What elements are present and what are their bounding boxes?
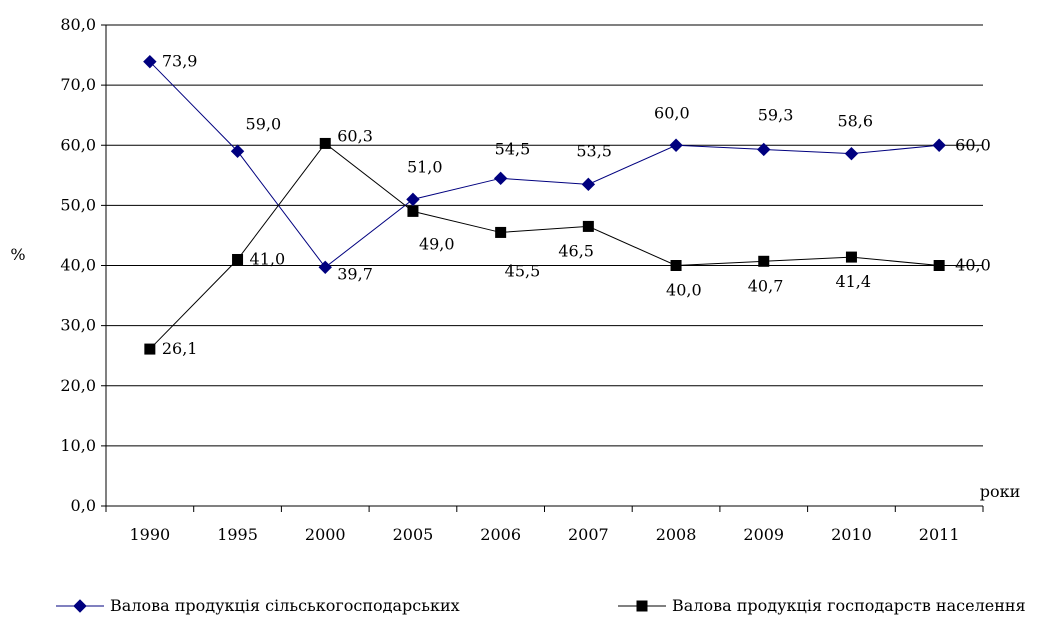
series-line xyxy=(149,142,940,350)
x-tick-label: 2008 xyxy=(656,525,697,544)
series-group xyxy=(144,137,945,355)
axes: 0,0 10,0 20,0 30,0 40,0 50,0 60,0 70,0 80,0 1990 1… xyxy=(60,15,984,544)
data-label: 60,0 xyxy=(654,103,690,122)
x-axis-title: роки xyxy=(980,482,1021,501)
data-label: 46,5 xyxy=(558,241,594,260)
diamond-marker xyxy=(143,54,157,69)
y-tick-label: 10,0 xyxy=(60,436,96,455)
x-tick-label: 1995 xyxy=(217,525,258,544)
diamond-marker xyxy=(230,144,245,158)
series xyxy=(143,54,946,355)
square-marker xyxy=(758,255,770,267)
y-tick-label: 50,0 xyxy=(60,195,96,214)
square-marker xyxy=(670,260,682,271)
square-marker xyxy=(407,205,419,217)
diamond-marker xyxy=(493,171,508,186)
square-marker xyxy=(845,251,857,263)
y-axis-title: % xyxy=(10,245,25,264)
data-label: 51,0 xyxy=(407,157,443,176)
data-label: 53,5 xyxy=(576,141,612,160)
square-marker xyxy=(582,220,594,232)
square-marker xyxy=(933,260,945,271)
y-tick-label: 80,0 xyxy=(60,15,96,34)
x-tick-label: 1990 xyxy=(129,525,170,544)
diamond-marker xyxy=(844,146,859,161)
x-tick-label: 2005 xyxy=(393,525,434,544)
diamond-marker xyxy=(406,192,420,207)
legend-label: Валова продукція господарств населення xyxy=(672,596,1026,615)
x-tick-label: 2011 xyxy=(919,525,960,544)
y-tick-label: 60,0 xyxy=(60,135,96,154)
y-tick-label: 0,0 xyxy=(71,496,96,515)
data-label: 60,0 xyxy=(955,135,991,154)
square-marker xyxy=(319,137,331,149)
data-label: 49,0 xyxy=(419,234,455,253)
square-marker xyxy=(144,343,156,355)
diamond-marker xyxy=(318,260,332,275)
series-group xyxy=(143,54,946,275)
data-label: 40,0 xyxy=(955,256,991,275)
y-tick-label: 70,0 xyxy=(60,75,96,94)
data-labels: 73,9 59,0 39,7 51,0 54,5 53,5 60,0 59,3 58,6 60,0… xyxy=(162,52,991,358)
square-marker xyxy=(232,253,244,265)
x-tick-label: 2000 xyxy=(305,525,346,544)
y-tick-label: 20,0 xyxy=(60,376,96,395)
data-label: 40,7 xyxy=(748,276,784,295)
legend-square-icon xyxy=(636,600,648,612)
diamond-marker xyxy=(669,138,683,152)
gridlines xyxy=(106,24,983,447)
legend-diamond-icon xyxy=(73,599,87,613)
diamond-marker xyxy=(932,138,946,152)
x-tick-label: 2010 xyxy=(831,525,872,544)
data-label: 60,3 xyxy=(337,126,373,145)
data-label: 45,5 xyxy=(505,261,541,280)
data-label: 39,7 xyxy=(337,264,373,283)
diamond-marker xyxy=(757,142,771,157)
legend-label: Валова продукція сільськогосподарських xyxy=(110,596,460,615)
series-line xyxy=(149,61,940,269)
data-label: 54,5 xyxy=(495,139,531,158)
data-label: 41,4 xyxy=(835,272,871,291)
y-tick-label: 40,0 xyxy=(60,256,96,275)
x-tick-label: 2009 xyxy=(743,525,784,544)
diamond-marker xyxy=(581,177,596,192)
data-label: 59,0 xyxy=(246,114,282,133)
legend: Валова продукція сільськогосподарських Ва… xyxy=(56,596,1026,615)
y-tick-label: 30,0 xyxy=(60,316,96,335)
x-tick-label: 2006 xyxy=(480,525,521,544)
data-label: 41,0 xyxy=(250,249,286,268)
data-label: 59,3 xyxy=(758,105,794,124)
data-label: 26,1 xyxy=(162,339,198,358)
square-marker xyxy=(495,226,507,238)
x-tick-label: 2007 xyxy=(568,525,609,544)
data-label: 73,9 xyxy=(162,52,198,71)
data-label: 58,6 xyxy=(837,112,873,131)
data-label: 40,0 xyxy=(666,281,702,300)
